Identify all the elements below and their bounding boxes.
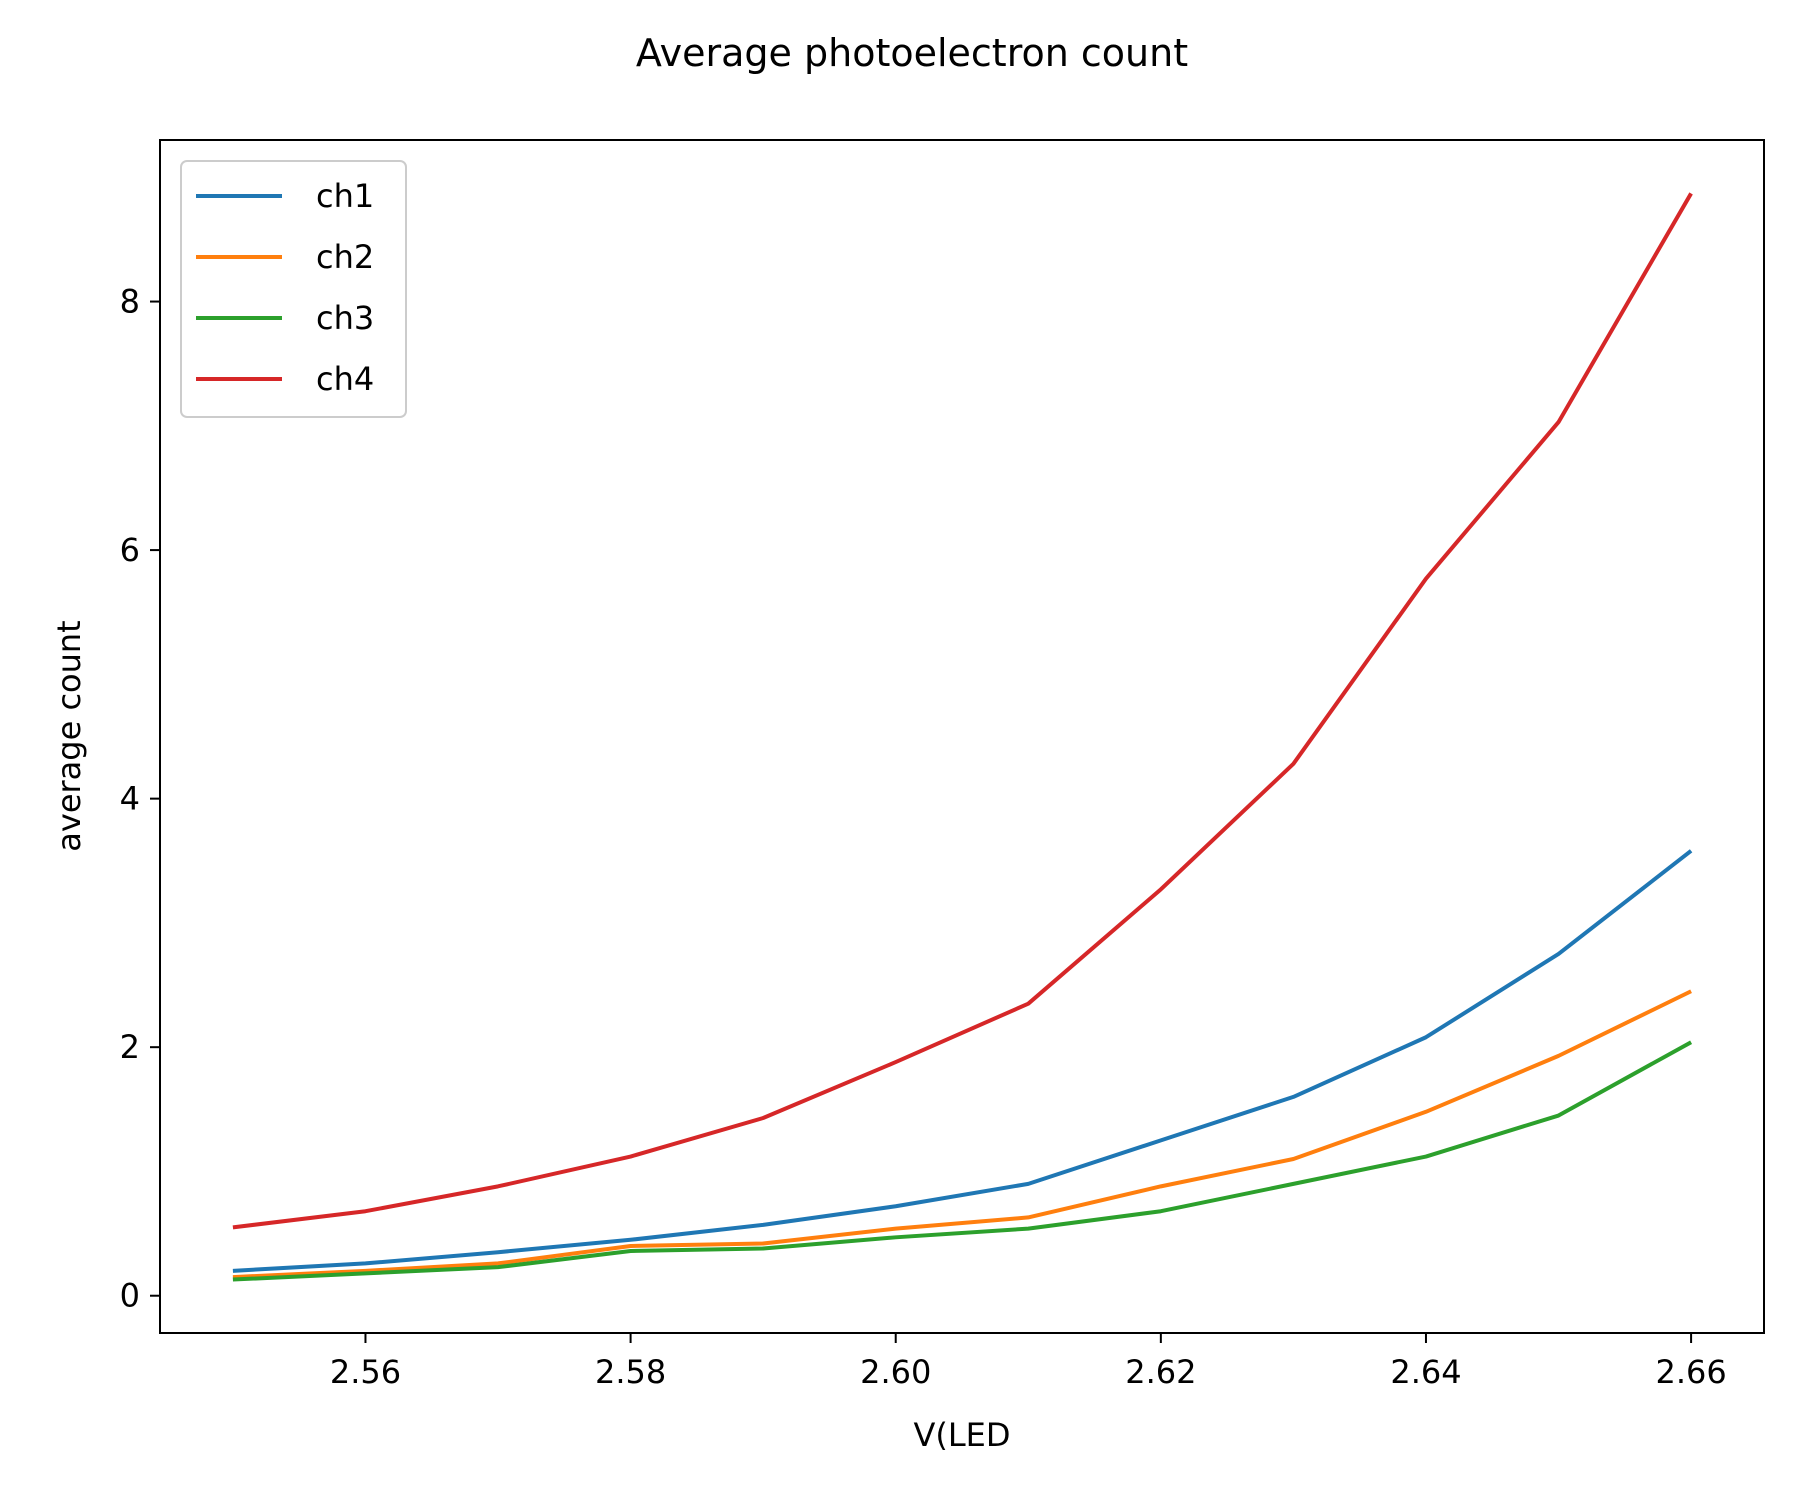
series-line-ch2	[232, 989, 1692, 1280]
x-tick-label: 2.62	[1125, 1353, 1196, 1391]
y-axis-label: average count	[50, 620, 88, 851]
series-line-ch3	[232, 1040, 1693, 1282]
axes-frame	[159, 139, 1765, 1334]
x-axis-label: V(LED	[913, 1416, 1010, 1454]
legend-label-ch4: ch4	[316, 360, 374, 398]
y-tick-label: 0	[120, 1277, 140, 1315]
legend-label-ch2: ch2	[316, 238, 374, 276]
legend: ch1 ch2 ch3 ch4	[180, 160, 407, 418]
x-tick-label: 2.60	[860, 1353, 931, 1391]
plot-area	[232, 192, 1693, 1282]
legend-box	[180, 160, 407, 418]
x-tick-label: 2.66	[1655, 1353, 1726, 1391]
legend-label-ch1: ch1	[316, 177, 374, 215]
y-tick-label: 4	[120, 780, 140, 818]
y-tick-label: 2	[120, 1028, 140, 1066]
x-tick-label: 2.64	[1390, 1353, 1461, 1391]
y-tick-label: 8	[120, 283, 140, 321]
x-tick-label: 2.58	[595, 1353, 666, 1391]
y-axis-ticks: 0 2 4 6 8	[120, 283, 160, 1315]
chart-title: Average photoelectron count	[636, 31, 1188, 75]
series-line-ch1	[232, 849, 1693, 1273]
legend-label-ch3: ch3	[316, 299, 374, 337]
x-axis-ticks: 2.56 2.58 2.60 2.62 2.64 2.66	[330, 1333, 1727, 1391]
y-tick-label: 6	[120, 531, 140, 569]
x-tick-label: 2.56	[330, 1353, 401, 1391]
series-line-ch4	[232, 192, 1693, 1230]
